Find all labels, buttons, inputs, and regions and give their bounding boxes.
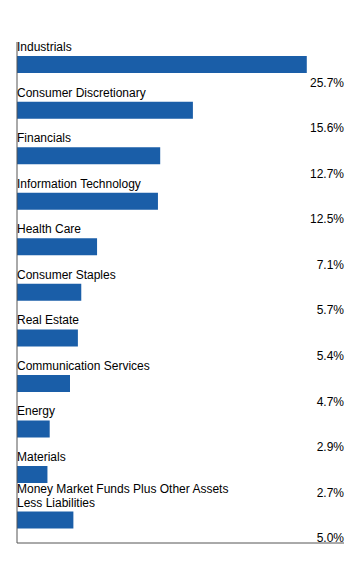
- svg-text:Materials: Materials: [17, 450, 66, 464]
- svg-text:12.7%: 12.7%: [310, 167, 344, 181]
- svg-text:Real Estate: Real Estate: [17, 313, 79, 327]
- svg-text:2.9%: 2.9%: [317, 440, 345, 454]
- svg-text:Money Market Funds Plus Other: Money Market Funds Plus Other AssetsLess…: [17, 482, 228, 510]
- svg-text:2.7%: 2.7%: [317, 486, 345, 500]
- svg-text:Information Technology: Information Technology: [17, 177, 141, 191]
- svg-text:Energy: Energy: [17, 404, 55, 418]
- svg-text:5.4%: 5.4%: [317, 349, 345, 363]
- svg-text:12.5%: 12.5%: [310, 212, 344, 226]
- svg-text:Communication Services: Communication Services: [17, 359, 150, 373]
- svg-text:15.6%: 15.6%: [310, 121, 344, 135]
- svg-text:Health Care: Health Care: [17, 222, 81, 236]
- svg-text:4.7%: 4.7%: [317, 395, 345, 409]
- svg-text:7.1%: 7.1%: [317, 258, 345, 272]
- svg-text:25.7%: 25.7%: [310, 76, 344, 90]
- svg-text:5.0%: 5.0%: [317, 531, 345, 545]
- svg-text:Consumer Discretionary: Consumer Discretionary: [17, 86, 146, 100]
- svg-text:Industrials: Industrials: [17, 40, 72, 54]
- svg-text:Financials: Financials: [17, 131, 71, 145]
- svg-text:Consumer Staples: Consumer Staples: [17, 268, 116, 282]
- svg-text:5.7%: 5.7%: [317, 303, 345, 317]
